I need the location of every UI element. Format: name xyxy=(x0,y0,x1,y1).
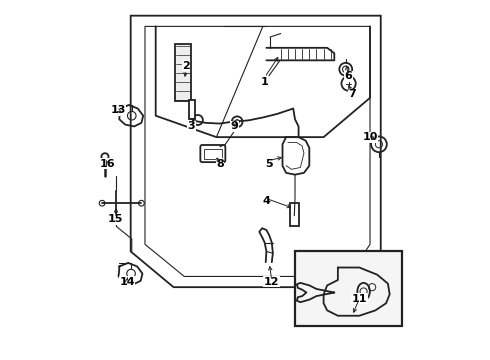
Bar xyxy=(295,251,402,327)
Text: 6: 6 xyxy=(344,71,352,81)
Text: 12: 12 xyxy=(264,277,279,287)
Text: 3: 3 xyxy=(188,121,195,131)
Text: 11: 11 xyxy=(351,294,367,303)
Text: 15: 15 xyxy=(108,214,123,224)
Bar xyxy=(290,203,299,226)
Bar xyxy=(204,149,222,158)
Text: 9: 9 xyxy=(230,121,238,131)
Text: 14: 14 xyxy=(119,277,135,287)
Bar xyxy=(189,100,195,119)
Circle shape xyxy=(101,153,109,160)
Text: 13: 13 xyxy=(111,105,126,115)
Text: 2: 2 xyxy=(182,61,190,71)
FancyBboxPatch shape xyxy=(200,145,225,162)
Text: 4: 4 xyxy=(263,197,270,206)
Text: 8: 8 xyxy=(216,159,224,169)
Text: 16: 16 xyxy=(99,159,115,169)
Bar xyxy=(175,44,192,102)
Text: 7: 7 xyxy=(348,89,356,99)
Text: 5: 5 xyxy=(266,159,273,169)
Text: 10: 10 xyxy=(362,132,378,142)
Text: 1: 1 xyxy=(261,77,269,87)
